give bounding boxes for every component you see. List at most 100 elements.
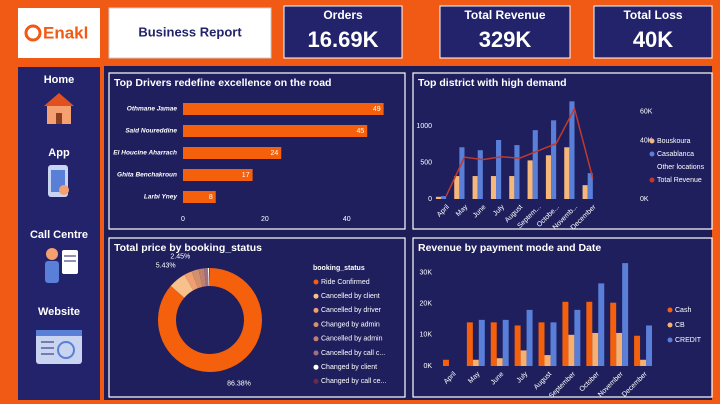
legend-marker	[649, 177, 655, 183]
legend-label: Cancelled by driver	[321, 307, 382, 314]
legend-marker	[313, 364, 319, 370]
legend-label: Total Revenue	[657, 177, 702, 184]
bar	[544, 355, 551, 366]
bar	[551, 120, 557, 199]
data-label: 45	[356, 128, 364, 135]
y2-tick-label: 40K	[640, 138, 653, 145]
y-tick-label: 0K	[423, 363, 432, 370]
donut-slice	[157, 268, 262, 373]
donut-slice	[207, 268, 210, 287]
kpi-card	[593, 5, 713, 59]
legend-label: Cancelled by client	[321, 293, 380, 300]
bar	[520, 350, 527, 366]
website-icon	[36, 330, 82, 364]
legend-label: Ride Confirmed	[321, 279, 370, 286]
chart-title: Top Drivers redefine excellence on the r…	[114, 77, 331, 89]
donut-slice	[209, 268, 210, 287]
y-tick-label: 1000	[416, 123, 432, 130]
call-centre-icon	[45, 248, 78, 283]
logo-icon	[24, 24, 42, 42]
kpi-value: 329K	[479, 27, 532, 52]
y2-tick-label: 60K	[640, 108, 653, 115]
legend-label: CREDIT	[675, 337, 702, 344]
bar	[466, 322, 473, 366]
bar	[586, 301, 593, 366]
y-tick-label: 10K	[420, 332, 433, 339]
bar	[183, 191, 216, 203]
bar	[442, 359, 449, 366]
kpi-card	[283, 5, 403, 59]
bar	[526, 309, 533, 366]
chart-title: Revenue by payment mode and Date	[418, 242, 601, 254]
data-label: 17	[242, 172, 250, 179]
legend-marker	[313, 322, 319, 328]
bar	[183, 169, 253, 181]
bar	[454, 176, 460, 199]
donut-slice	[191, 269, 203, 289]
bar	[634, 335, 641, 366]
nav-item: Home	[44, 74, 75, 86]
legend-marker	[667, 322, 673, 328]
kpi-label: Total Revenue	[464, 8, 545, 22]
legend-label: Changed by call ce...	[321, 378, 386, 385]
donut-slice	[198, 268, 207, 287]
bar	[545, 155, 552, 199]
kpi-label: Total Loss	[623, 8, 682, 22]
donut-slice	[170, 274, 194, 298]
bar	[592, 332, 599, 366]
logo-box	[18, 8, 100, 58]
legend-label: Changed by admin	[321, 321, 380, 328]
title-box	[108, 7, 272, 59]
chart-title: Total price by booking_status	[114, 242, 262, 254]
legend-label: Cancelled by admin	[321, 336, 383, 343]
donut-slice	[204, 268, 209, 287]
bar	[564, 147, 570, 199]
kpi-card	[439, 5, 571, 59]
bar	[441, 196, 447, 199]
nav-item: Website	[38, 306, 80, 318]
legend-marker	[313, 279, 319, 285]
bar	[610, 302, 617, 366]
data-label: 2.45%	[170, 253, 190, 260]
bar	[472, 176, 478, 199]
data-label: 49	[373, 106, 381, 113]
legend-marker	[313, 293, 319, 299]
legend-marker	[313, 336, 319, 342]
category-label: Said Noureddine	[125, 128, 177, 135]
bar	[183, 103, 384, 115]
category-label: El Houcine Aharrach	[113, 150, 177, 157]
bar	[622, 263, 629, 366]
bar	[616, 332, 623, 366]
kpi-value: 40K	[633, 27, 673, 52]
bar	[574, 309, 581, 366]
y2-tick-label: 0K	[640, 196, 649, 203]
bar	[496, 139, 502, 199]
bar	[490, 176, 497, 199]
home-icon	[44, 93, 74, 124]
bar	[478, 319, 485, 366]
data-label: 24	[270, 150, 278, 157]
data-label: 5.43%	[156, 263, 176, 270]
bar	[496, 358, 503, 366]
app-icon	[48, 165, 69, 197]
bar	[582, 185, 588, 199]
bar	[435, 196, 442, 199]
bar	[509, 176, 515, 199]
chart-title: Top district with high demand	[418, 77, 567, 89]
legend-marker	[667, 337, 673, 343]
bar	[477, 150, 483, 199]
nav-item: Call Centre	[30, 229, 88, 241]
bar	[472, 359, 479, 366]
legend-label: Cash	[675, 307, 691, 314]
category-label: Larbi Yney	[144, 194, 178, 201]
y-tick-label: 500	[420, 159, 432, 166]
data-label: 8	[209, 194, 213, 201]
logo-text: Enakl	[43, 23, 88, 42]
bar	[527, 160, 533, 199]
legend-label: Changed by client	[321, 364, 377, 371]
legend-marker	[649, 151, 655, 157]
y-tick-label: 30K	[420, 269, 433, 276]
kpi-value: 16.69K	[308, 27, 379, 52]
legend-marker	[649, 138, 655, 144]
bar	[514, 325, 521, 366]
